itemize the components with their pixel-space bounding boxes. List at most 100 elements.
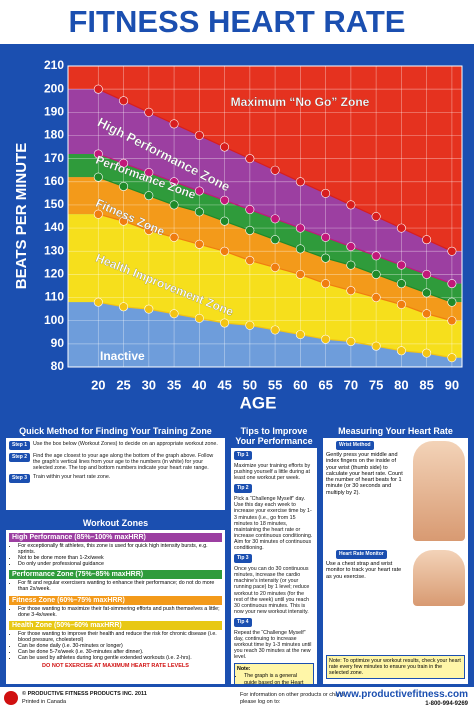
zone-dot [422, 309, 432, 319]
zone-dot [346, 200, 356, 210]
y-tick-label: 130 [44, 243, 64, 257]
zone-dot [346, 286, 356, 296]
item-tag: Step 1 [9, 441, 31, 450]
zone-dot [396, 279, 406, 289]
zone-dot [245, 205, 255, 215]
zone-dot [169, 177, 179, 187]
bullet: For exceptionally fit athletes, this zon… [18, 543, 222, 555]
zone-bullets: For those wanting to maximize their fat-… [18, 606, 222, 618]
zone-dot [321, 334, 331, 344]
zone-dot [194, 207, 204, 217]
plot [68, 66, 462, 367]
zone-dot [295, 330, 305, 340]
zone-dot [321, 232, 331, 242]
method-text: Use a chest strap and wrist monitor to t… [326, 561, 402, 580]
zone-dot [270, 262, 280, 272]
x-tick-label: 30 [142, 377, 156, 392]
note-item: The graph is a general guide based on th… [244, 673, 308, 684]
tips-note: Note:The graph is a general guide based … [234, 663, 314, 684]
y-tick-label: 200 [44, 81, 64, 95]
item-text: Find the age closest to your age along t… [33, 453, 214, 472]
title-bar [0, 0, 474, 44]
x-tick-label: 90 [445, 377, 459, 392]
zone-dot [270, 235, 280, 245]
zone-dot [169, 232, 179, 242]
panel-title: Tips to Improve Your Performance [231, 424, 317, 448]
zone-dot [169, 200, 179, 210]
zone-dot [371, 251, 381, 261]
zone-dot [119, 181, 129, 191]
zone-dot [371, 341, 381, 351]
y-tick-label: 120 [44, 267, 64, 281]
x-tick-label: 25 [116, 377, 130, 392]
x-tick-label: 75 [369, 377, 383, 392]
y-tick-label: 110 [45, 290, 65, 304]
inactive-label: Inactive [100, 349, 145, 363]
zone-dot [346, 260, 356, 270]
item-tag: Tip 1 [234, 451, 252, 460]
zone-dot [93, 172, 103, 182]
zone-bullets: For those wanting to improve their healt… [18, 631, 222, 661]
zone-dot [321, 188, 331, 198]
y-tick-label: 90 [51, 336, 65, 350]
item-tag: Step 2 [9, 453, 31, 462]
zone-dot [220, 142, 230, 152]
bullet: For those wanting to improve their healt… [18, 631, 222, 643]
zone-dot [245, 154, 255, 164]
printed: Printed in Canada [22, 699, 67, 705]
url: www.productivefitness.com [335, 689, 468, 700]
zone-dot [422, 235, 432, 245]
y-tick-label: 140 [44, 220, 64, 234]
item: Step 2 Find the age closest to your age a… [9, 453, 222, 471]
zone-dot [447, 297, 457, 307]
zone-dot [169, 309, 179, 319]
note-title: Note: [237, 666, 251, 673]
zone-dot [371, 269, 381, 279]
zone-dot [220, 318, 230, 328]
zone-dot [245, 225, 255, 235]
x-tick-label: 70 [344, 377, 358, 392]
measure-note: Note: To optimize your workout results, … [326, 654, 465, 679]
zone-dot [169, 119, 179, 129]
zone-dot [119, 216, 129, 226]
y-tick-label: 190 [44, 104, 64, 118]
zone-dot [295, 223, 305, 233]
zone-dot [396, 299, 406, 309]
measure-panel: Measuring Your Heart Rate Wrist Method Ge… [321, 422, 470, 686]
x-tick-label: 55 [268, 377, 282, 392]
y-tick-label: 160 [44, 174, 64, 188]
quick-panel: Quick Method for Finding Your Training Z… [4, 422, 227, 512]
y-tick-label: 80 [51, 359, 65, 373]
item-tag: Tip 2 [234, 484, 252, 494]
zone-dot [194, 130, 204, 140]
zone-dot [396, 223, 406, 233]
y-tick-label: 150 [44, 197, 64, 211]
x-tick-label: 65 [318, 377, 332, 392]
item-tag: Step 3 [9, 474, 31, 484]
bullet: Can be used by athletes during long gent… [18, 655, 222, 661]
zone-dot [371, 212, 381, 222]
item-text: Pick a “Challenge Myself” day. Use this … [234, 496, 313, 552]
zone-dot [447, 316, 457, 326]
zone-dot [422, 348, 432, 358]
photo [413, 441, 465, 541]
zone-dot [144, 191, 154, 201]
item: Step 3 Train within your heart rate zone. [9, 474, 222, 484]
plot-border [67, 65, 463, 368]
phone: 1-800-994-9269 [425, 701, 468, 707]
tips-panel: Tips to Improve Your Performance Tip 1 Ma… [229, 422, 319, 686]
zone-dot [144, 304, 154, 314]
zone-dot [396, 346, 406, 356]
zone-label: Maximum “No Go” Zone [231, 95, 370, 109]
zone-dot [270, 165, 280, 175]
zone-dot [321, 279, 331, 289]
item: Tip 4 Repeat the “Challenge Myself” day, … [234, 617, 314, 660]
item-text: Once you can do 30 continuous minutes, i… [234, 566, 310, 615]
item-tag: Tip 3 [234, 554, 252, 564]
x-tick-label: 35 [167, 377, 181, 392]
zone-dot [119, 96, 129, 106]
bullet: For fit and regular exercisers wanting t… [18, 580, 222, 592]
zone-dot [119, 158, 129, 168]
zone-dot [220, 246, 230, 256]
zone-dot [447, 353, 457, 363]
